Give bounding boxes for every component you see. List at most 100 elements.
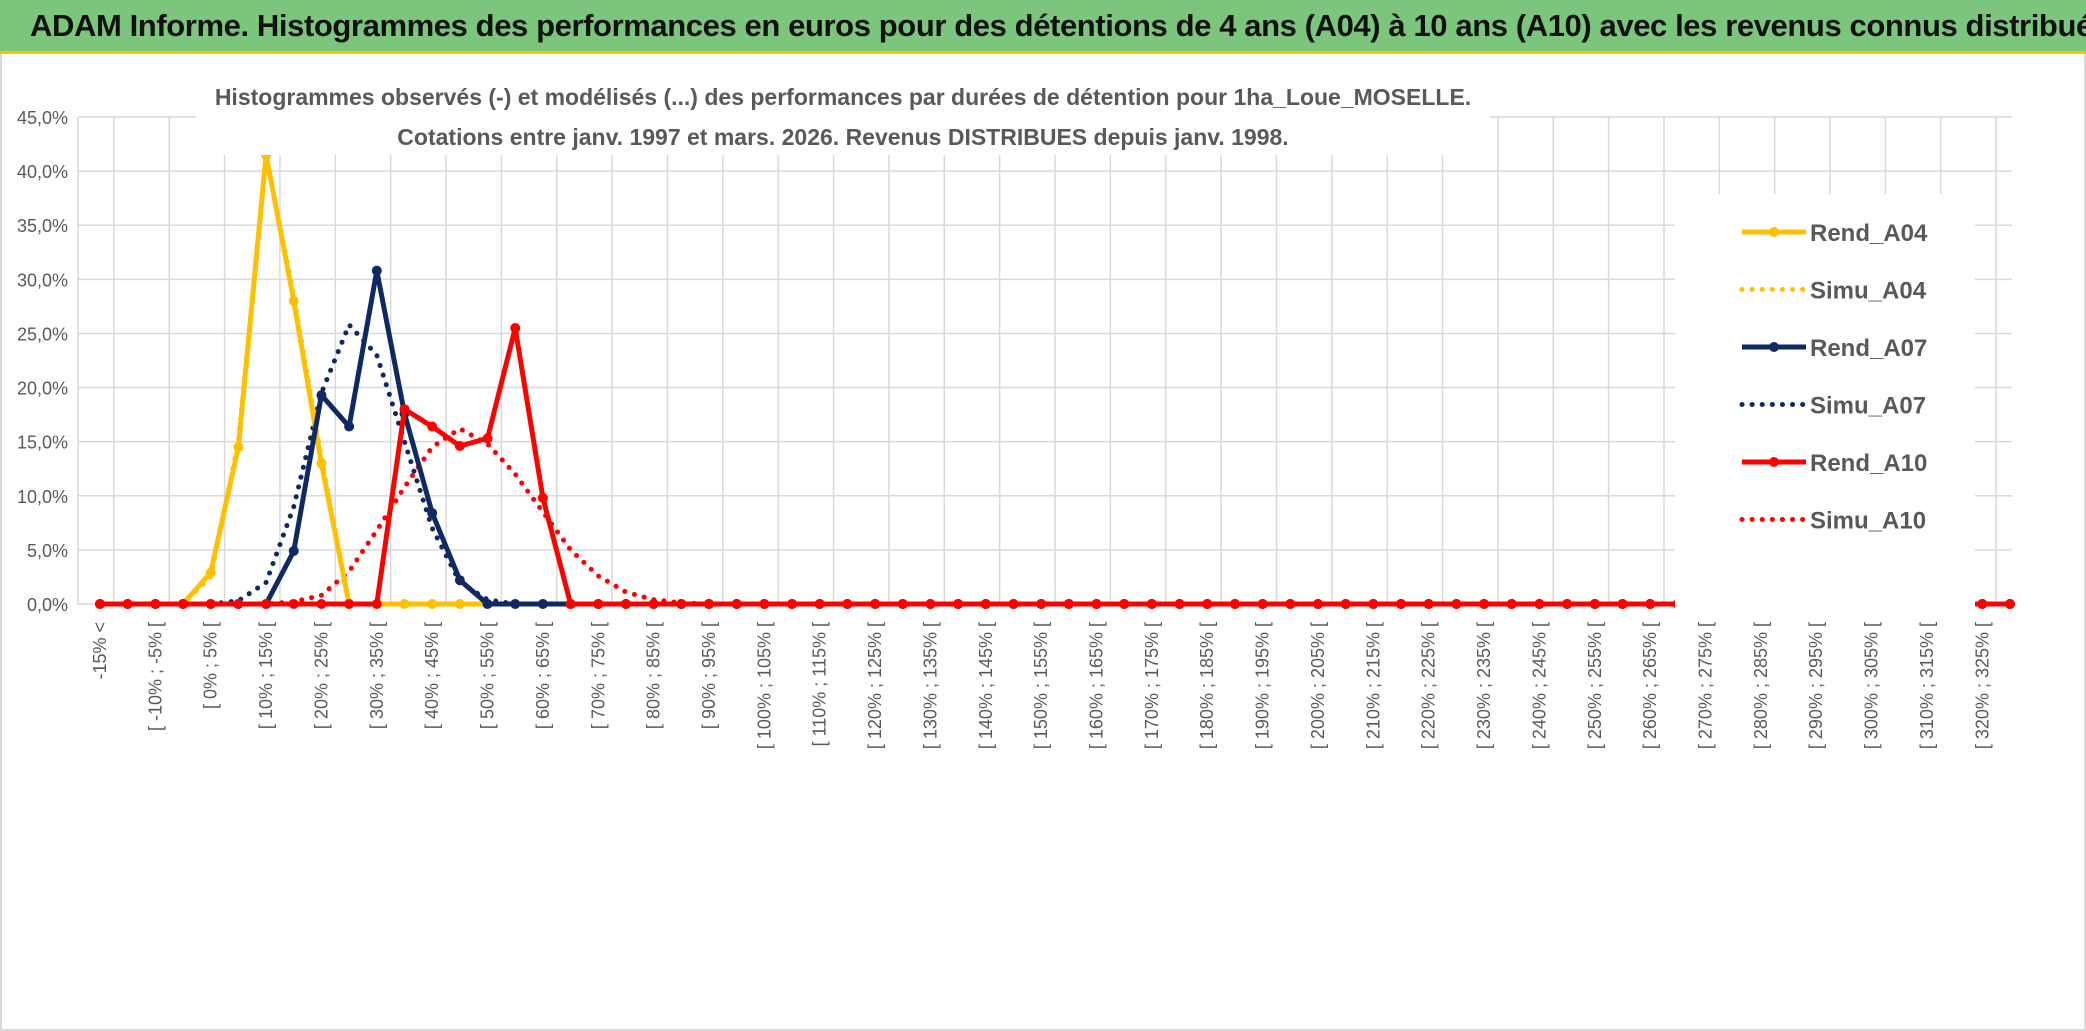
data-point bbox=[1257, 599, 1268, 609]
legend-label: Rend_A10 bbox=[1810, 450, 1927, 477]
data-point bbox=[648, 599, 659, 609]
data-point bbox=[1977, 599, 1988, 609]
data-point bbox=[1479, 599, 1490, 609]
x-tick-label: [ 250% ; 255% [ bbox=[1585, 622, 1605, 749]
x-tick-label: [ 40% ; 45% [ bbox=[422, 622, 442, 729]
data-point bbox=[1423, 599, 1434, 609]
data-point bbox=[1036, 599, 1047, 609]
legend-item: Rend_A07 bbox=[1742, 335, 1927, 362]
data-point bbox=[288, 599, 299, 609]
x-tick-label: [ 70% ; 75% [ bbox=[588, 622, 608, 729]
x-tick-label: [ 270% ; 275% [ bbox=[1696, 622, 1716, 749]
y-axis-tick-labels: 0,0% 5,0% 10,0% 15,0% 20,0% 25,0% 30,0% 35,0% 40… bbox=[17, 108, 68, 615]
data-point bbox=[316, 390, 327, 401]
data-point bbox=[427, 599, 438, 609]
header-banner: ADAM Informe. Histogrammes des performan… bbox=[0, 0, 2086, 54]
data-point bbox=[842, 599, 853, 609]
chart-title: Histogrammes observés (-) et modélisés (… bbox=[215, 84, 1471, 110]
x-tick-label: [ 10% ; 15% [ bbox=[256, 622, 276, 729]
legend-label: Simu_A10 bbox=[1810, 508, 1926, 535]
data-point bbox=[316, 458, 327, 469]
data-point bbox=[953, 599, 964, 609]
data-point bbox=[925, 599, 936, 609]
data-point bbox=[1174, 599, 1185, 609]
data-point bbox=[205, 567, 216, 578]
x-tick-label: [ 0% ; 5% [ bbox=[201, 622, 221, 709]
x-tick-label: [ 290% ; 295% [ bbox=[1806, 622, 1826, 749]
data-point bbox=[1008, 599, 1019, 609]
x-axis-tick-labels: -15% < [ -10% ; -5% [ [ 0% ; 5% [ [ 10% ; 1… bbox=[90, 622, 1992, 749]
data-point bbox=[399, 404, 410, 415]
data-point bbox=[261, 599, 272, 609]
y-tick-label: 20,0% bbox=[17, 379, 68, 399]
data-point bbox=[288, 545, 299, 556]
data-point bbox=[593, 599, 604, 609]
data-point bbox=[371, 599, 382, 609]
x-tick-label: [ 170% ; 175% [ bbox=[1142, 622, 1162, 749]
y-tick-label: 25,0% bbox=[17, 324, 68, 344]
x-tick-label: [ 300% ; 305% [ bbox=[1862, 622, 1882, 749]
data-point bbox=[205, 599, 216, 609]
data-point bbox=[1589, 599, 1600, 609]
legend-item: Simu_A04 bbox=[1739, 278, 1927, 305]
data-point bbox=[620, 599, 631, 609]
x-tick-label: [ -10% ; -5% [ bbox=[145, 622, 165, 731]
x-tick-label: [ 80% ; 85% [ bbox=[644, 622, 664, 729]
x-tick-label: [ 190% ; 195% [ bbox=[1253, 622, 1273, 749]
data-point bbox=[482, 599, 493, 609]
data-point bbox=[1645, 599, 1656, 609]
data-point bbox=[178, 599, 189, 609]
data-point bbox=[565, 599, 576, 609]
x-tick-label: [ 210% ; 215% [ bbox=[1363, 622, 1383, 749]
data-point bbox=[1229, 599, 1240, 609]
legend-label: Simu_A07 bbox=[1810, 393, 1926, 420]
performance-histogram-chart: 0,0% 5,0% 10,0% 15,0% 20,0% 25,0% 30,0% 35,0% 40… bbox=[17, 78, 2015, 749]
x-tick-label: [ 280% ; 285% [ bbox=[1751, 622, 1771, 749]
data-point bbox=[1285, 599, 1296, 609]
x-tick-label: [ 100% ; 105% [ bbox=[754, 622, 774, 749]
data-point bbox=[344, 421, 355, 432]
x-tick-label: [ 90% ; 95% [ bbox=[699, 622, 719, 729]
data-point bbox=[1063, 599, 1074, 609]
x-tick-label: [ 120% ; 125% [ bbox=[865, 622, 885, 749]
data-point bbox=[1146, 599, 1157, 609]
y-tick-label: 15,0% bbox=[17, 433, 68, 453]
legend-marker bbox=[1769, 342, 1779, 352]
x-tick-label: -15% < bbox=[90, 622, 110, 680]
chart-subtitle: Cotations entre janv. 1997 et mars. 2026… bbox=[397, 124, 1288, 150]
data-point bbox=[399, 599, 410, 609]
data-point bbox=[1312, 599, 1323, 609]
data-point bbox=[122, 599, 133, 609]
x-tick-label: [ 220% ; 225% [ bbox=[1419, 622, 1439, 749]
legend-background bbox=[1675, 194, 1975, 614]
legend-label: Rend_A07 bbox=[1810, 335, 1927, 362]
legend-item: Simu_A10 bbox=[1739, 508, 1926, 535]
data-point bbox=[1451, 599, 1462, 609]
x-tick-label: [ 140% ; 145% [ bbox=[976, 622, 996, 749]
data-point bbox=[95, 599, 105, 609]
data-point bbox=[371, 265, 382, 276]
y-tick-label: 5,0% bbox=[27, 541, 68, 561]
x-tick-label: [ 30% ; 35% [ bbox=[367, 622, 387, 729]
y-tick-label: 45,0% bbox=[17, 108, 68, 128]
data-point bbox=[870, 599, 881, 609]
data-point bbox=[344, 599, 355, 609]
data-point bbox=[2005, 599, 2015, 609]
x-tick-label: [ 320% ; 325% [ bbox=[1972, 622, 1992, 749]
data-point bbox=[510, 599, 521, 609]
y-tick-label: 40,0% bbox=[17, 162, 68, 182]
data-point bbox=[482, 433, 493, 444]
x-tick-label: [ 200% ; 205% [ bbox=[1308, 622, 1328, 749]
chart-title-block: Histogrammes observés (-) et modélisés (… bbox=[196, 78, 1490, 155]
data-point bbox=[510, 323, 521, 334]
y-tick-label: 10,0% bbox=[17, 487, 68, 507]
page-title: ADAM Informe. Histogrammes des performan… bbox=[30, 8, 2086, 43]
data-point bbox=[703, 599, 714, 609]
legend-item: Simu_A07 bbox=[1739, 393, 1926, 420]
x-tick-label: [ 260% ; 265% [ bbox=[1640, 622, 1660, 749]
x-tick-label: [ 160% ; 165% [ bbox=[1087, 622, 1107, 749]
chart-legend: Rend_A04 Simu_A04 Rend_A07 Simu_A07 Rend_A10… bbox=[1675, 194, 1975, 614]
legend-item: Rend_A04 bbox=[1742, 220, 1928, 247]
x-tick-label: [ 50% ; 55% [ bbox=[478, 622, 498, 729]
data-point bbox=[814, 599, 825, 609]
